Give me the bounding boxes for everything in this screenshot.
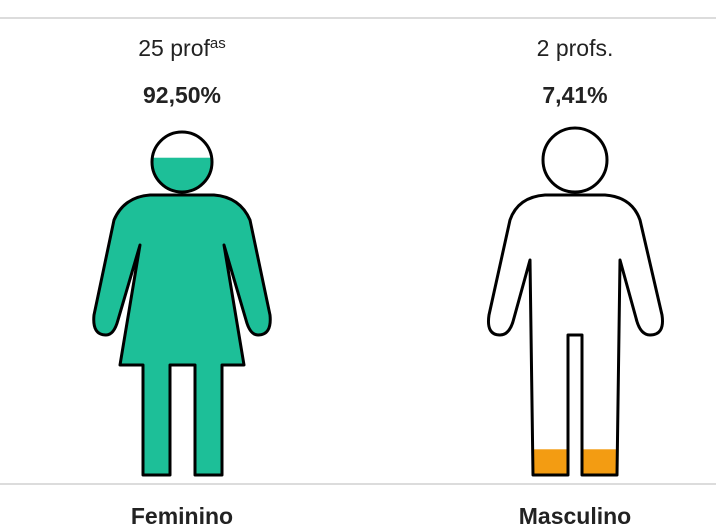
category-label: Feminino bbox=[131, 503, 233, 527]
count-text: 2 profs. bbox=[537, 35, 614, 61]
count-sup: as bbox=[210, 35, 226, 52]
category-label: Masculino bbox=[519, 503, 631, 527]
fill-level bbox=[488, 449, 663, 475]
count-label: 2 profs. bbox=[537, 35, 614, 61]
head-outline bbox=[541, 126, 609, 194]
count-text: 25 prof bbox=[138, 35, 210, 61]
fill-level bbox=[93, 157, 271, 475]
value-label: 92,50% bbox=[143, 82, 221, 108]
head-outline bbox=[150, 130, 214, 194]
body-outline bbox=[487, 193, 664, 477]
count-label: 25 profas bbox=[138, 35, 225, 61]
body-outline bbox=[92, 193, 272, 477]
value-label: 7,41% bbox=[542, 82, 607, 108]
